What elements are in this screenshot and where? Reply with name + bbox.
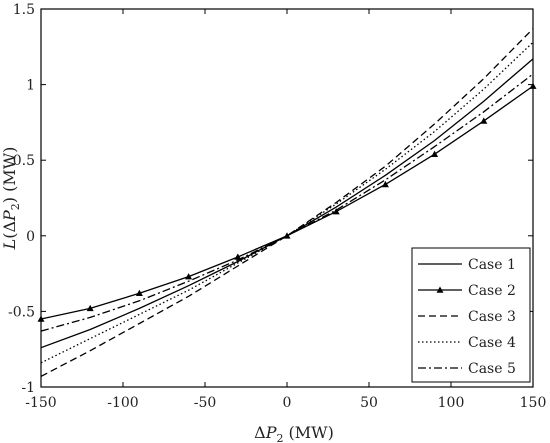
y-tick-label: 1.5 — [13, 2, 35, 18]
y-axis-title-var: L — [0, 239, 19, 251]
series-2-point — [431, 150, 439, 157]
x-tick-label: -100 — [107, 395, 138, 411]
x-axis-title-prefix: Δ — [254, 423, 266, 442]
tick-layer: -150 -100 -50 0 50 100 150 -1 -0.5 0 0.5 1 1.5 — [8, 2, 546, 411]
x-axis-title-var: P — [265, 423, 277, 442]
legend-label-2: Case 2 — [468, 283, 516, 299]
series-2-point — [86, 304, 94, 312]
legend-label-4: Case 4 — [468, 335, 516, 351]
x-tick-label: 0 — [283, 395, 292, 411]
series-2-point — [135, 289, 143, 297]
series-line-5 — [41, 73, 533, 332]
legend-box — [411, 247, 531, 383]
x-tick-label: 100 — [438, 395, 465, 411]
legend-label-3: Case 3 — [468, 309, 516, 325]
series-2-point — [234, 253, 242, 260]
x-tick-label: 150 — [520, 395, 547, 411]
series-2-point — [332, 208, 340, 215]
x-tick-label: -150 — [25, 395, 56, 411]
x-axis-title-suffix: (MW) — [283, 423, 333, 442]
x-tick-label: -50 — [194, 395, 217, 411]
legend-marker-2 — [436, 286, 444, 293]
series-2-point — [381, 180, 389, 188]
series-2-point — [185, 273, 193, 280]
y-axis-title-sub: 2 — [9, 203, 22, 210]
legend-label-5: Case 5 — [468, 361, 516, 377]
marker-layer — [37, 82, 537, 322]
x-axis-title: ΔP2 (MW) — [254, 423, 334, 443]
y-tick-label: -1 — [21, 380, 35, 396]
y-tick-label: -0.5 — [8, 304, 35, 320]
y-tick-label: 1 — [26, 78, 35, 94]
legend: Case 1 Case 2 Case 3 Case 4 Case 5 — [411, 247, 531, 383]
series-2-point — [480, 117, 488, 124]
y-axis-title-inner-var: P — [0, 210, 19, 222]
series-line-3 — [41, 28, 533, 377]
series-2-point — [283, 232, 291, 239]
y-axis-title-suffix: ) (MW) — [0, 147, 19, 204]
y-axis-title-open: (Δ — [0, 221, 19, 239]
legend-label-1: Case 1 — [468, 257, 516, 273]
x-axis-title-sub: 2 — [276, 432, 283, 443]
y-axis-title: L(ΔP2) (MW) — [0, 147, 22, 251]
y-tick-label: 0 — [26, 229, 35, 245]
y-tick-label: 0.5 — [13, 153, 35, 169]
x-tick-label: 50 — [360, 395, 378, 411]
